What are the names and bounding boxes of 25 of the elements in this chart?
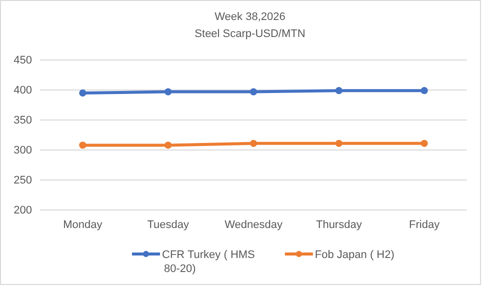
x-tick-label: Monday: [63, 218, 103, 231]
y-tick-label: 250: [14, 174, 32, 187]
y-tick-label: 350: [14, 114, 32, 127]
point: [164, 142, 172, 149]
y-tick-label: 400: [14, 84, 32, 97]
x-tick-label: Wednesday: [224, 218, 283, 231]
point: [164, 88, 172, 96]
point: [335, 87, 342, 94]
x-tick-label: Thursday: [316, 218, 362, 231]
chart-title: Week 38,2026: [214, 11, 286, 23]
x-tick-label: Friday: [409, 218, 440, 231]
legend-label: Fob Japan ( H2): [314, 249, 394, 261]
y-tick-label: 450: [14, 54, 32, 67]
y-tick-label: 200: [14, 204, 32, 217]
x-tick-label: Tuesday: [147, 218, 190, 231]
point: [250, 140, 258, 147]
legend-label: CFR Turkey ( HMS 80-20): [162, 249, 255, 275]
point: [420, 87, 428, 94]
point: [79, 142, 86, 149]
point: [250, 88, 258, 96]
point: [420, 140, 428, 147]
point: [79, 89, 86, 97]
y-tick-label: 300: [14, 144, 32, 157]
chart-subtitle: Steel Scarp-USD/MTN: [194, 28, 306, 40]
point: [335, 140, 342, 147]
